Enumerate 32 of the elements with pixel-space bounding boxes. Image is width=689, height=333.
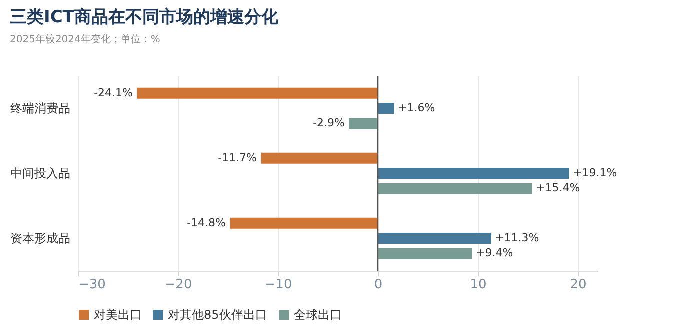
chart-subtitle: 2025年较2024年变化；单位：% [10, 33, 160, 46]
bar [378, 168, 569, 179]
data-label: -11.7% [218, 151, 257, 164]
data-label: -24.1% [94, 86, 133, 100]
data-label: +19.1% [573, 166, 618, 180]
bar [378, 248, 472, 260]
bar [349, 118, 378, 130]
x-tick-label: −10 [264, 278, 292, 292]
x-tick-label: −30 [78, 278, 106, 292]
x-tick-label: 0 [374, 278, 383, 292]
data-label: +11.3% [495, 232, 540, 244]
x-tick-label: 20 [570, 278, 587, 292]
data-label: +9.4% [476, 246, 514, 260]
bar [230, 218, 378, 229]
legend-label: 对其他85伙伴出口 [168, 308, 268, 322]
bar [261, 152, 378, 164]
bar [378, 233, 491, 244]
data-label: +1.6% [398, 102, 436, 114]
bar [137, 88, 378, 99]
legend-label: 全球出口 [294, 308, 342, 322]
y-tick-label: 中间投入品 [10, 166, 70, 180]
y-tick-label: 终端消费品 [10, 102, 70, 116]
legend-label: 对美出口 [94, 308, 142, 322]
x-tick-label: −20 [164, 278, 192, 292]
data-label: +15.4% [536, 182, 580, 195]
bar [378, 103, 394, 114]
chart-title: 三类ICT商品在不同市场的增速分化 [10, 7, 280, 28]
data-label: -2.9% [313, 116, 345, 130]
y-tick-label: 资本形成品 [10, 232, 70, 246]
x-tick-label: 10 [470, 278, 487, 292]
bar [378, 183, 532, 194]
data-label: -14.8% [187, 216, 226, 230]
